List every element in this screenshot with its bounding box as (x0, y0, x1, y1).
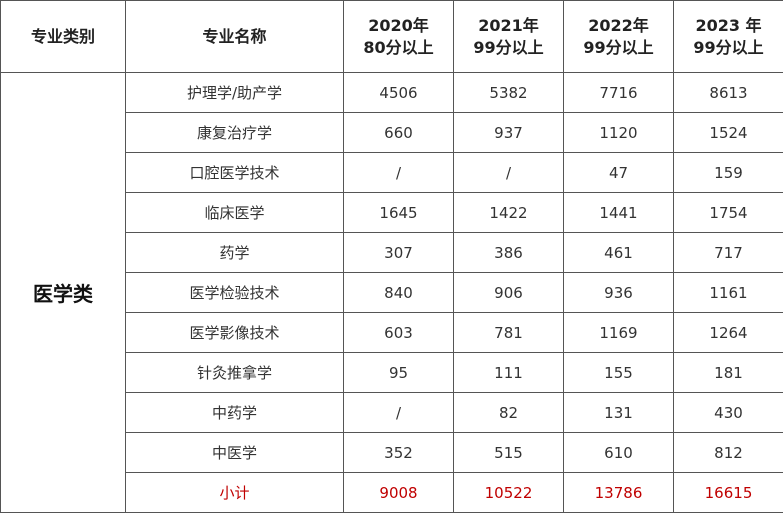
table-row: 中医学 352 515 610 812 (1, 432, 783, 473)
value-cell: 8613 (673, 72, 783, 113)
subtotal-row: 小计 9008 10522 13786 16615 (1, 472, 783, 513)
subtotal-value: 16615 (673, 472, 783, 513)
value-cell: 95 (343, 352, 454, 393)
value-cell: 181 (673, 352, 783, 393)
value-cell: 159 (673, 152, 783, 193)
subtotal-value: 9008 (343, 472, 454, 513)
header-threshold-label: 99分以上 (693, 37, 764, 57)
value-cell: 515 (453, 432, 564, 473)
value-cell: 717 (673, 232, 783, 273)
table-row: 中药学 / 82 131 430 (1, 392, 783, 433)
value-cell: 386 (453, 232, 564, 273)
value-cell: 1120 (563, 112, 674, 153)
major-name-cell: 临床医学 (125, 192, 344, 233)
header-threshold-label: 80分以上 (363, 37, 434, 57)
value-cell: 1524 (673, 112, 783, 153)
major-name-cell: 护理学/助产学 (125, 72, 344, 113)
value-cell: / (343, 392, 454, 433)
table-row: 针灸推拿学 95 111 155 181 (1, 352, 783, 393)
value-cell: / (453, 152, 564, 193)
header-threshold-label: 99分以上 (473, 37, 544, 57)
value-cell: 1645 (343, 192, 454, 233)
value-cell: 430 (673, 392, 783, 433)
value-cell: 307 (343, 232, 454, 273)
table-row: 临床医学 1645 1422 1441 1754 (1, 192, 783, 233)
table-row: 医学检验技术 840 906 936 1161 (1, 272, 783, 313)
subtotal-value: 10522 (453, 472, 564, 513)
header-threshold-label: 99分以上 (583, 37, 654, 57)
major-name-cell: 中医学 (125, 432, 344, 473)
header-year-2022: 2022年 99分以上 (563, 0, 674, 73)
table-row: 口腔医学技术 / / 47 159 (1, 152, 783, 193)
header-year-label: 2022年 (588, 15, 649, 35)
value-cell: 1169 (563, 312, 674, 353)
header-major-name: 专业名称 (125, 0, 344, 73)
header-year-label: 2021年 (478, 15, 539, 35)
value-cell: 1422 (453, 192, 564, 233)
value-cell: 781 (453, 312, 564, 353)
value-cell: 840 (343, 272, 454, 313)
value-cell: 906 (453, 272, 564, 313)
value-cell: 812 (673, 432, 783, 473)
header-year-label: 2023 年 (695, 15, 762, 35)
value-cell: 82 (453, 392, 564, 433)
header-year-2021: 2021年 99分以上 (453, 0, 564, 73)
value-cell: 603 (343, 312, 454, 353)
major-name-cell: 医学检验技术 (125, 272, 344, 313)
value-cell: 5382 (453, 72, 564, 113)
value-cell: 936 (563, 272, 674, 313)
major-name-cell: 医学影像技术 (125, 312, 344, 353)
value-cell: 111 (453, 352, 564, 393)
major-name-cell: 康复治疗学 (125, 112, 344, 153)
value-cell: 47 (563, 152, 674, 193)
value-cell: 1441 (563, 192, 674, 233)
value-cell: 937 (453, 112, 564, 153)
subtotal-value: 13786 (563, 472, 674, 513)
table-row: 医学类 护理学/助产学 4506 5382 7716 8613 (0, 72, 783, 513)
header-row: 专业类别 专业名称 2020年 80分以上 2021年 99分以上 2022年 … (0, 0, 783, 73)
value-cell: 155 (563, 352, 674, 393)
value-cell: 1264 (673, 312, 783, 353)
table-row: 药学 307 386 461 717 (1, 232, 783, 273)
table-row: 医学影像技术 603 781 1169 1264 (1, 312, 783, 353)
category-cell: 医学类 (0, 72, 126, 513)
value-cell: 1161 (673, 272, 783, 313)
value-cell: 352 (343, 432, 454, 473)
header-category: 专业类别 (0, 0, 126, 73)
value-cell: / (343, 152, 454, 193)
major-name-cell: 针灸推拿学 (125, 352, 344, 393)
major-name-cell: 药学 (125, 232, 344, 273)
value-cell: 4506 (343, 72, 454, 113)
header-year-label: 2020年 (368, 15, 429, 35)
value-cell: 131 (563, 392, 674, 433)
major-name-cell: 口腔医学技术 (125, 152, 344, 193)
value-cell: 660 (343, 112, 454, 153)
table-row: 康复治疗学 660 937 1120 1524 (1, 112, 783, 153)
major-name-cell: 中药学 (125, 392, 344, 433)
value-cell: 1754 (673, 192, 783, 233)
value-cell: 461 (563, 232, 674, 273)
subtotal-label: 小计 (125, 472, 344, 513)
header-year-2023: 2023 年 99分以上 (673, 0, 783, 73)
value-cell: 610 (563, 432, 674, 473)
header-year-2020: 2020年 80分以上 (343, 0, 454, 73)
value-cell: 7716 (563, 72, 674, 113)
